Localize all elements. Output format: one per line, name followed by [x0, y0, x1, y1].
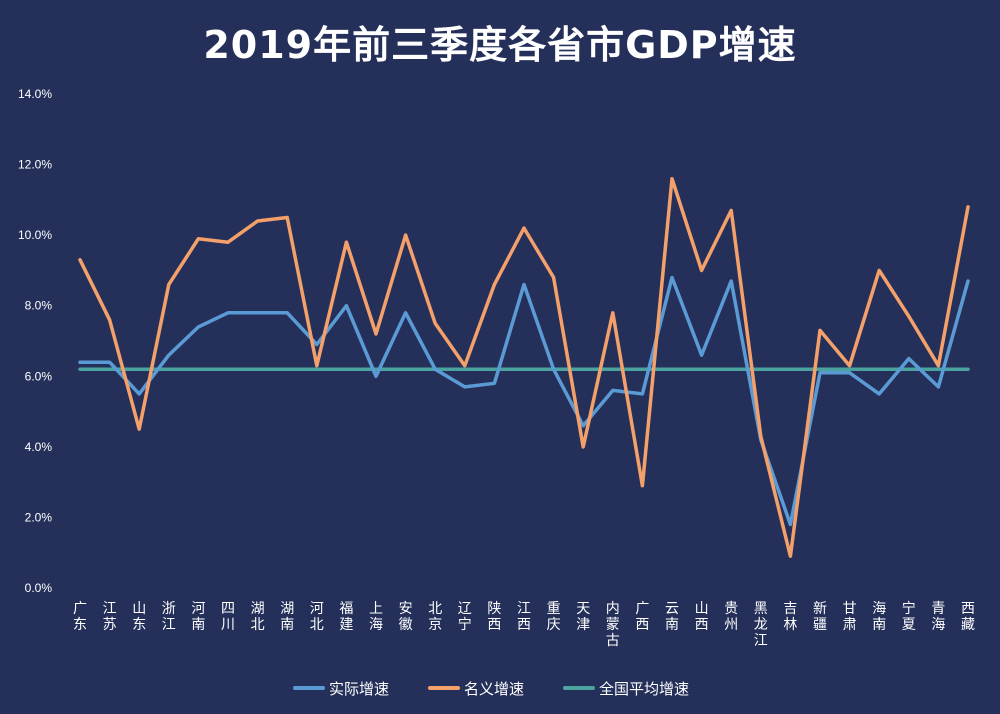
x-tick-label: 贵州: [724, 601, 738, 633]
x-tick-label: 海南: [872, 601, 886, 633]
series-line-1: [78, 176, 970, 558]
x-tick-label: 陕西: [487, 601, 501, 633]
x-tick-label: 湖北: [251, 601, 265, 633]
legend: 实际增速 名义增速 全国平均增速: [293, 680, 689, 698]
x-tick-label: 广东: [73, 601, 87, 633]
x-tick-label: 上海: [369, 601, 383, 633]
y-axis: 0.0% 2.0% 4.0% 6.0% 8.0% 10.0% 12.0% 14.0%: [18, 87, 52, 595]
x-tick-label: 福建: [339, 601, 353, 633]
x-tick-label: 云南: [665, 601, 679, 633]
y-tick-label: 4.0%: [25, 440, 53, 454]
x-tick-label: 新疆: [813, 601, 827, 633]
x-tick-label: 北京: [428, 601, 442, 633]
x-tick-label: 湖南: [280, 601, 294, 633]
x-tick-label: 天津: [576, 601, 590, 633]
series-lines: [78, 176, 970, 558]
y-tick-label: 14.0%: [18, 87, 52, 101]
x-tick-label: 河北: [310, 601, 324, 633]
y-tick-label: 0.0%: [25, 581, 53, 595]
x-tick-label: 安徽: [399, 601, 413, 633]
x-tick-label: 广西: [635, 601, 649, 633]
x-tick-label: 吉林: [783, 601, 797, 633]
x-tick-label: 山西: [695, 601, 709, 633]
y-tick-label: 2.0%: [25, 510, 53, 524]
legend-label: 全国平均增速: [599, 680, 689, 698]
x-tick-label: 河南: [191, 601, 205, 633]
series-line-0: [78, 275, 970, 527]
x-tick-label: 宁夏: [902, 600, 916, 633]
x-tick-label: 甘肃: [843, 601, 857, 633]
x-tick-label: 内蒙古: [606, 601, 620, 649]
x-tick-label: 山东: [132, 601, 146, 633]
legend-label: 名义增速: [464, 680, 524, 698]
x-tick-label: 西藏: [961, 601, 975, 633]
y-tick-label: 10.0%: [18, 228, 52, 242]
x-tick-label: 江西: [517, 601, 531, 633]
y-tick-label: 6.0%: [25, 369, 53, 383]
x-tick-label: 青海: [931, 601, 945, 633]
legend-label: 实际增速: [329, 680, 389, 698]
x-tick-label: 黑龙江: [754, 601, 768, 649]
x-tick-label: 辽宁: [458, 601, 472, 633]
y-tick-label: 8.0%: [25, 299, 53, 313]
x-tick-label: 四川: [221, 601, 235, 633]
x-tick-label: 重庆: [547, 601, 561, 633]
x-tick-label: 浙江: [162, 601, 176, 633]
chart-title: 2019年前三季度各省市GDP增速: [203, 23, 797, 67]
y-tick-label: 12.0%: [18, 158, 52, 172]
x-tick-label: 江苏: [103, 601, 117, 633]
